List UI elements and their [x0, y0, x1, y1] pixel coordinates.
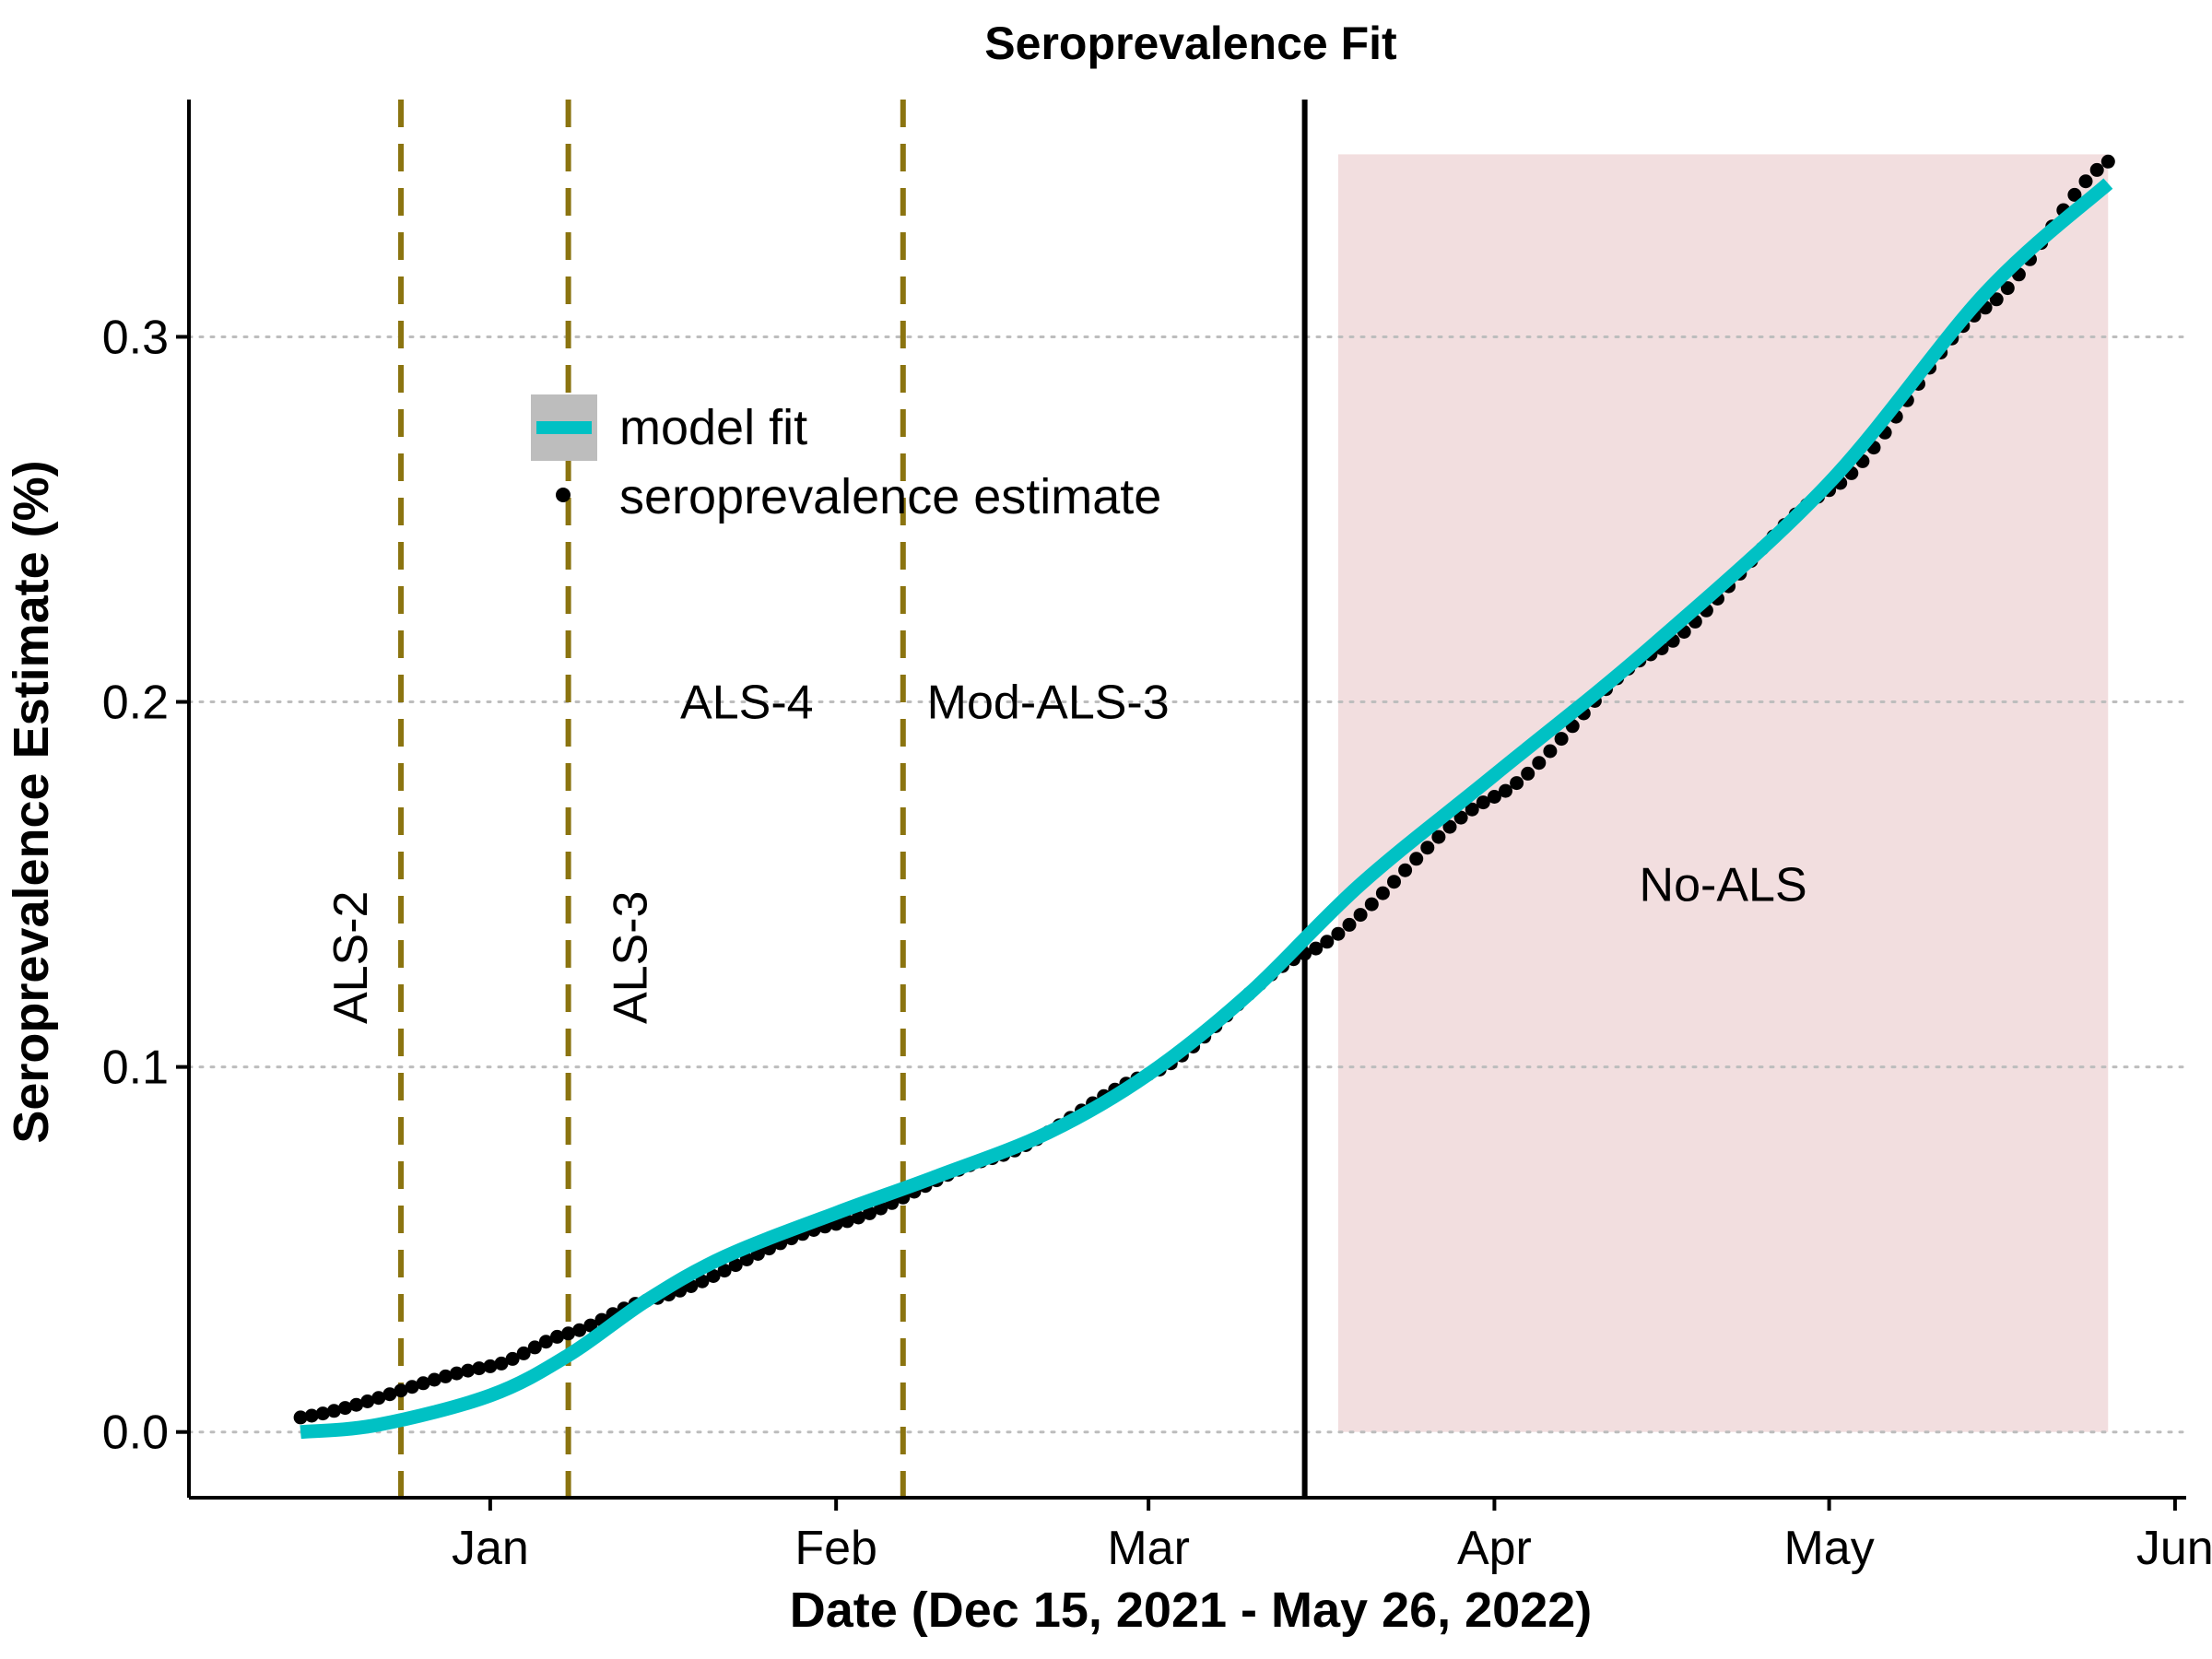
estimate-point-13	[438, 1369, 453, 1383]
estimate-point-96	[1364, 897, 1379, 912]
estimate-point-98	[1387, 875, 1401, 889]
estimate-point-91	[1309, 941, 1324, 956]
estimate-point-110	[1521, 766, 1535, 781]
region-label-0: ALS-4	[680, 677, 814, 730]
plot-area: 0.0 0.1 0.2 0.3 Jan Feb Mar Apr May Jun ALS-2 ALS-3…	[102, 100, 2212, 1575]
estimate-point-1	[304, 1408, 319, 1423]
estimate-point-18	[494, 1356, 509, 1371]
estimate-point-94	[1342, 917, 1357, 932]
estimate-point-10	[405, 1380, 419, 1394]
estimate-point-24	[561, 1326, 576, 1341]
estimate-point-161	[2089, 162, 2104, 177]
estimate-point-112	[1543, 744, 1558, 759]
y-tick-label-0: 0.0	[102, 1406, 169, 1460]
estimate-point-36	[695, 1274, 710, 1288]
y-tick-label-3: 0.3	[102, 311, 169, 364]
estimate-point-51	[863, 1206, 877, 1220]
estimate-point-2	[315, 1406, 330, 1421]
estimate-point-16	[472, 1361, 487, 1376]
estimate-point-92	[1320, 935, 1335, 949]
x-tick-label-3: Apr	[1457, 1522, 1532, 1575]
model-fit-line	[300, 178, 2113, 1440]
estimate-point-95	[1353, 908, 1368, 923]
x-tick-label-0: Jan	[452, 1522, 529, 1575]
estimate-point-104	[1453, 810, 1468, 825]
vline-label-als-2: ALS-2	[324, 891, 378, 1025]
estimate-point-7	[371, 1391, 386, 1406]
estimate-point-20	[516, 1346, 531, 1360]
x-tick-label-2: Mar	[1107, 1522, 1190, 1575]
estimate-point-3	[326, 1404, 341, 1418]
estimate-point-5	[349, 1397, 364, 1412]
y-tick-label-2: 0.2	[102, 677, 169, 730]
estimate-point-159	[2067, 187, 2082, 202]
estimate-point-97	[1375, 886, 1390, 900]
estimate-point-12	[427, 1372, 441, 1387]
legend-estimate-key-point	[556, 488, 571, 502]
estimate-point-39	[728, 1258, 743, 1273]
estimate-point-111	[1532, 756, 1547, 771]
estimate-point-93	[1331, 926, 1346, 941]
legend-estimate-label: seroprevalence estimate	[619, 469, 1161, 524]
estimate-point-50	[851, 1210, 865, 1225]
legend-model-fit-label: model fit	[619, 400, 807, 455]
estimate-point-101	[1420, 841, 1435, 855]
vline-label-als-3: ALS-3	[605, 891, 658, 1025]
estimate-point-102	[1431, 830, 1446, 844]
estimate-point-17	[483, 1359, 498, 1373]
estimate-point-15	[461, 1363, 476, 1378]
estimate-point-38	[717, 1264, 732, 1278]
estimate-point-19	[505, 1351, 520, 1366]
x-tick-label-5: Jun	[2136, 1522, 2212, 1575]
estimate-point-26	[583, 1318, 598, 1333]
no-als-label: No-ALS	[1640, 859, 1807, 912]
estimate-point-6	[360, 1394, 375, 1408]
estimate-point-4	[338, 1401, 352, 1416]
region-label-1: Mod-ALS-3	[927, 677, 1170, 730]
estimate-point-109	[1510, 776, 1524, 791]
estimate-point-103	[1442, 819, 1457, 834]
estimate-point-8	[382, 1387, 397, 1402]
x-tick-label-1: Feb	[794, 1522, 877, 1575]
estimate-point-99	[1398, 863, 1413, 877]
estimate-point-14	[450, 1366, 464, 1381]
estimate-point-160	[2078, 174, 2093, 189]
estimate-point-113	[1554, 732, 1569, 747]
estimate-point-25	[572, 1323, 587, 1337]
estimate-point-49	[840, 1214, 854, 1229]
estimate-point-152	[1989, 292, 2004, 307]
x-axis-title: Date (Dec 15, 2021 - May 26, 2022)	[790, 1583, 1593, 1638]
y-axis-title: Seroprevalence Estimate (%)	[4, 460, 59, 1143]
estimate-point-22	[538, 1335, 553, 1349]
estimate-point-153	[2000, 281, 2015, 296]
estimate-point-37	[706, 1269, 721, 1283]
estimate-point-108	[1499, 783, 1512, 798]
estimate-point-0	[293, 1410, 308, 1425]
y-tick-label-1: 0.1	[102, 1041, 169, 1095]
estimate-point-106	[1476, 795, 1490, 810]
estimate-point-21	[527, 1340, 542, 1355]
estimate-point-105	[1465, 802, 1479, 817]
estimate-point-107	[1487, 790, 1501, 804]
x-tick-label-4: May	[1783, 1522, 1874, 1575]
estimate-point-23	[550, 1329, 564, 1344]
estimate-point-11	[416, 1376, 430, 1391]
no-als-shaded-region	[1337, 154, 2109, 1432]
chart-title: Seroprevalence Fit	[984, 18, 1397, 69]
estimate-point-100	[1409, 852, 1424, 866]
estimate-point-162	[2100, 154, 2115, 169]
estimate-point-9	[394, 1383, 408, 1398]
legend: model fit seroprevalence estimate	[531, 394, 1161, 524]
